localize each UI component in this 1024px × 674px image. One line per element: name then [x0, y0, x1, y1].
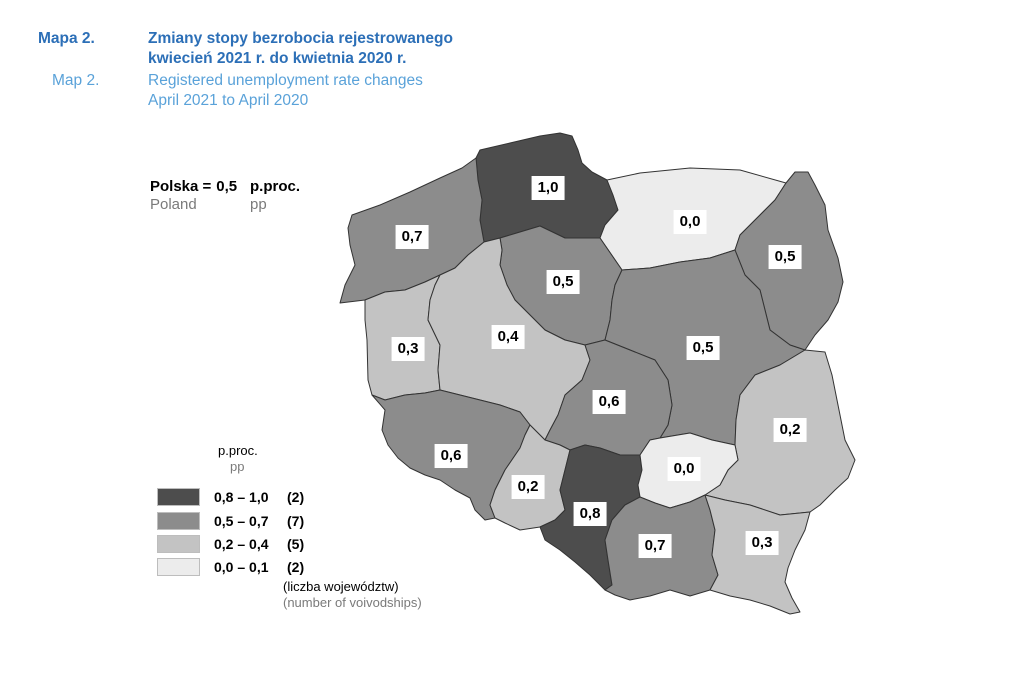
map-title-en-line2: April 2021 to April 2020 [148, 92, 309, 109]
legend-count-note-pl: (liczba województw) [283, 579, 399, 594]
national-value: Polska = 0,5 [150, 178, 237, 196]
value-label-podlaskie: 0,5 [768, 245, 802, 269]
value-label-kujawsko-pomorskie: 0,5 [546, 270, 580, 294]
legend-swatch [157, 558, 200, 576]
legend-count: (2) [287, 489, 305, 505]
value-label-swietokrzyskie: 0,0 [667, 457, 701, 481]
value-label-opolskie: 0,2 [511, 475, 545, 499]
legend-swatch [157, 512, 200, 530]
value-label-malopolskie: 0,7 [638, 534, 672, 558]
map-title-pl-line2: kwiecień 2021 r. do kwietnia 2020 r. [148, 50, 407, 67]
legend-range: 0,2 – 0,4 [214, 536, 269, 552]
map-title-pl-line1: Zmiany stopy bezrobocia rejestrowanego [148, 30, 453, 47]
value-label-lubelskie: 0,2 [773, 418, 807, 442]
national-unit-en: pp [250, 196, 267, 213]
legend-swatch [157, 488, 200, 506]
map-number-pl: Mapa 2. [38, 30, 95, 47]
value-label-zachodniopomorskie: 0,7 [395, 225, 429, 249]
legend-count-note-en: (number of voivodships) [283, 595, 422, 610]
value-label-podkarpackie: 0,3 [745, 531, 779, 555]
legend-count: (5) [287, 536, 305, 552]
national-value-number: 0,5 [216, 178, 238, 195]
value-label-mazowieckie: 0,5 [686, 336, 720, 360]
value-label-dolnoslaskie: 0,6 [434, 444, 468, 468]
legend-count: (2) [287, 559, 305, 575]
value-label-pomorskie: 1,0 [531, 176, 565, 200]
map-number-en: Map 2. [52, 72, 100, 89]
value-label-slaskie: 0,8 [573, 502, 607, 526]
national-unit-pl: p.proc. [250, 178, 301, 195]
legend-unit-pl: p.proc. [218, 443, 258, 458]
value-label-warminsko-mazurskie: 0,0 [673, 210, 707, 234]
national-label-pl: Polska = [150, 178, 212, 195]
legend-count: (7) [287, 513, 305, 529]
legend-range: 0,0 – 0,1 [214, 559, 269, 575]
value-label-lubuskie: 0,3 [391, 337, 425, 361]
legend-range: 0,5 – 0,7 [214, 513, 269, 529]
map-title-en-line1: Registered unemployment rate changes [148, 72, 423, 89]
legend-range: 0,8 – 1,0 [214, 489, 269, 505]
national-label-en: Poland [150, 196, 197, 213]
legend-swatch [157, 535, 200, 553]
value-label-wielkopolskie: 0,4 [491, 325, 525, 349]
value-label-lodzkie: 0,6 [592, 390, 626, 414]
legend-unit-en: pp [230, 459, 245, 474]
